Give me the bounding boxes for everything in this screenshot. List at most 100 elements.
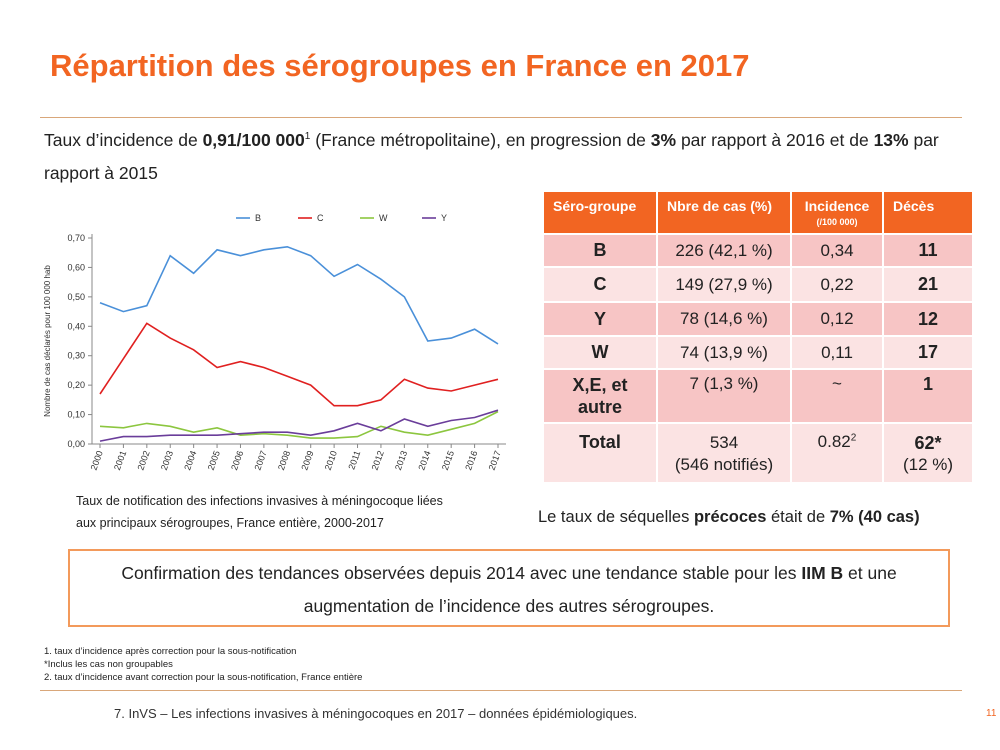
- y-tick-label: 0,00: [67, 439, 85, 449]
- row-cases: 74 (13,9 %): [656, 335, 792, 370]
- x-tick-label: 2010: [323, 449, 339, 471]
- row-cases: 226 (42,1 %): [656, 233, 792, 268]
- x-tick-label: 2008: [276, 449, 292, 471]
- x-tick-label: 2000: [89, 449, 105, 471]
- x-tick-label: 2017: [487, 449, 503, 471]
- x-tick-label: 2015: [440, 449, 456, 471]
- conclusion-box: Confirmation des tendances observées dep…: [68, 549, 950, 627]
- series-line-B: [99, 245, 499, 345]
- y-tick-label: 0,50: [67, 292, 85, 302]
- header-deaths: Décès: [882, 190, 974, 235]
- row-group: Y: [542, 301, 658, 337]
- y-tick-label: 0,30: [67, 351, 85, 361]
- progression-2015: 13%: [873, 130, 909, 150]
- intro-text-4: par rapport à 2015: [44, 130, 939, 183]
- sequelles-bold-2: 7% (40 cas): [829, 508, 920, 526]
- legend-label-B: B: [255, 213, 261, 223]
- row-deaths: 12: [882, 301, 974, 337]
- header-incidence-label: Incidence: [804, 198, 870, 214]
- row-deaths: 1: [882, 368, 974, 424]
- sequelles-text-2: était de: [766, 508, 830, 526]
- y-tick-label: 0,70: [67, 233, 85, 243]
- intro-text-2: (France métropolitaine), en progression …: [310, 130, 651, 150]
- y-tick-label: 0,40: [67, 321, 85, 331]
- y-tick-label: 0,60: [67, 262, 85, 272]
- title-divider: [40, 117, 962, 118]
- row-cases: 78 (14,6 %): [656, 301, 792, 337]
- footnote-ref-2: 2: [850, 432, 857, 444]
- x-tick-label: 2016: [463, 449, 479, 471]
- row-group: B: [542, 233, 658, 268]
- row-group: W: [542, 335, 658, 370]
- x-tick-label: 2001: [112, 449, 128, 471]
- chart-caption-line-1: Taux de notification des infections inva…: [76, 494, 443, 508]
- table-header-row: Séro-groupe Nbre de cas (%) Incidence (/…: [542, 190, 974, 235]
- header-incidence: Incidence (/100 000): [790, 190, 884, 235]
- row-deaths: 11: [882, 233, 974, 268]
- incidence-rate: 0,91/100 000: [202, 130, 305, 150]
- x-tick-label: 2014: [416, 449, 432, 471]
- x-tick-label: 2006: [229, 449, 245, 471]
- source-citation: 7. InVS – Les infections invasives à mén…: [114, 706, 638, 721]
- row-deaths: 21: [882, 266, 974, 303]
- header-cases: Nbre de cas (%): [656, 190, 792, 235]
- header-incidence-unit: (/100 000): [816, 217, 858, 227]
- y-tick-label: 0,10: [67, 410, 85, 420]
- row-incidence: ~: [790, 368, 884, 424]
- series-line-W: [99, 410, 499, 439]
- x-tick-label: 2002: [135, 449, 151, 471]
- row-group: X,E, et autre: [542, 368, 658, 424]
- sequelles-text: Le taux de séquelles précoces était de 7…: [538, 508, 998, 527]
- footer-divider: [40, 690, 962, 691]
- header-group: Séro-groupe: [542, 190, 658, 235]
- serogroup-table: Séro-groupe Nbre de cas (%) Incidence (/…: [542, 190, 974, 484]
- conclusion-bold: IIM B: [801, 563, 844, 583]
- total-cases-note: (546 notifiés): [674, 455, 774, 474]
- serogroup-line-chart: 0,00 0,10 0,20 0,30 0,40 0,50 0,60 0,70 2000 2001…: [43, 213, 506, 472]
- table-row: Y 78 (14,6 %) 0,12 12: [542, 301, 974, 337]
- total-incidence-cell: 0.822: [790, 422, 884, 484]
- legend-label-Y: Y: [441, 213, 447, 223]
- total-deaths: 62*: [914, 433, 942, 453]
- x-tick-label: 2012: [370, 449, 386, 471]
- total-incidence: 0.82: [817, 432, 851, 451]
- table-row: X,E, et autre 7 (1,3 %) ~ 1: [542, 368, 974, 424]
- total-cases-cell: 534 (546 notifiés): [656, 422, 792, 484]
- footnote-star: *Inclus les cas non groupables: [44, 659, 173, 670]
- y-axis-title: Nombre de cas déclarés pour 100 000 hab: [43, 265, 52, 417]
- row-incidence: 0,34: [790, 233, 884, 268]
- x-tick-label: 2005: [206, 449, 222, 471]
- row-deaths: 17: [882, 335, 974, 370]
- row-cases: 7 (1,3 %): [656, 368, 792, 424]
- x-tick-label: 2009: [299, 449, 315, 471]
- sequelles-bold-1: précoces: [693, 508, 767, 526]
- conclusion-text-1: Confirmation des tendances observées dep…: [121, 563, 802, 583]
- row-group: C: [542, 266, 658, 303]
- table-row: W 74 (13,9 %) 0,11 17: [542, 335, 974, 370]
- total-deaths-cell: 62* (12 %): [882, 422, 974, 484]
- page-title: Répartition des sérogroupes en France en…: [50, 48, 750, 83]
- table-row: C 149 (27,9 %) 0,22 21: [542, 266, 974, 303]
- row-cases: 149 (27,9 %): [656, 266, 792, 303]
- row-incidence: 0,11: [790, 335, 884, 370]
- intro-text-1: Taux d’incidence de: [44, 130, 203, 150]
- sequelles-text-1: Le taux de séquelles: [538, 508, 694, 526]
- table-total-row: Total 534 (546 notifiés) 0.822 62* (12 %…: [542, 422, 974, 484]
- x-tick-label: 2007: [253, 449, 269, 471]
- chart-caption-line-2: aux principaux sérogroupes, France entiè…: [76, 516, 384, 530]
- series-line-C: [99, 322, 499, 407]
- table-row: B 226 (42,1 %) 0,34 11: [542, 233, 974, 268]
- footnotes: 1. taux d’incidence après correction pou…: [44, 645, 362, 684]
- footnote-ref-1: 1: [304, 131, 311, 143]
- footnote-1: 1. taux d’incidence après correction pou…: [44, 646, 297, 657]
- row-incidence: 0,22: [790, 266, 884, 303]
- legend-label-W: W: [379, 213, 388, 223]
- page-number: 11: [986, 708, 997, 719]
- x-tick-label: 2011: [346, 449, 362, 471]
- total-label: Total: [542, 422, 658, 484]
- total-deaths-note: (12 %): [902, 455, 954, 474]
- legend-label-C: C: [317, 213, 324, 223]
- progression-2016: 3%: [650, 130, 677, 150]
- intro-text-3: par rapport à 2016 et de: [676, 130, 874, 150]
- x-tick-label: 2003: [159, 449, 175, 471]
